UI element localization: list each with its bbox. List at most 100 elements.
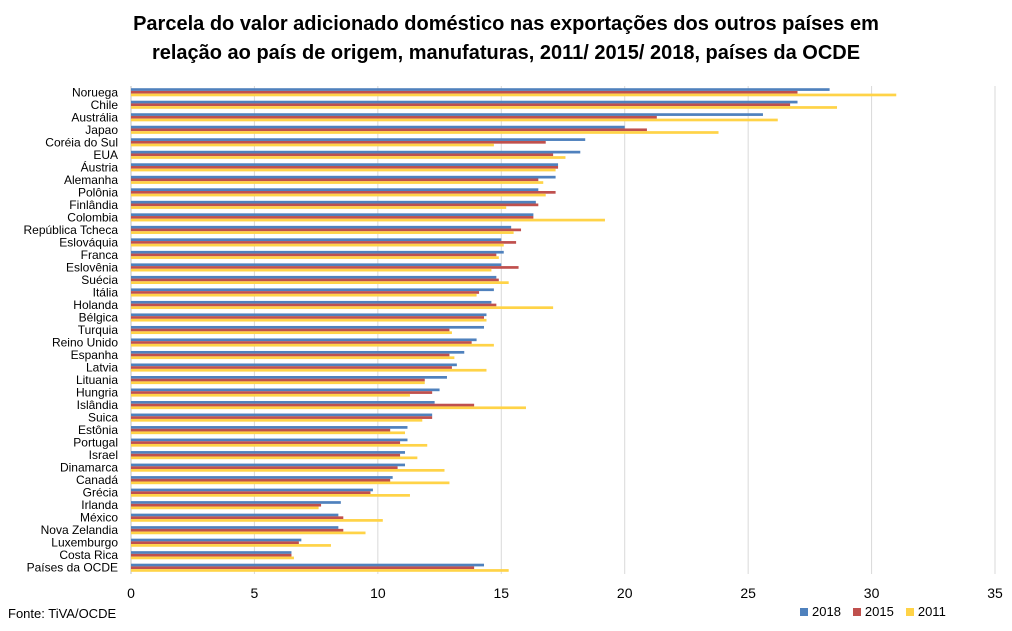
chart-title-line-1: Parcela do valor adicionado doméstico na…: [133, 13, 879, 35]
category-label: Finlândia: [69, 198, 118, 212]
bar-2018: [131, 488, 373, 492]
bar-2011: [131, 531, 366, 535]
bar-2011: [131, 418, 423, 422]
bar-2011: [131, 268, 492, 272]
bar-2011: [131, 481, 450, 485]
bar-2011: [131, 181, 544, 184]
bar-2011: [131, 231, 514, 234]
bar-2018: [131, 275, 497, 279]
category-label: Israel: [89, 448, 118, 462]
bar-2018: [131, 501, 341, 504]
bar-2015: [131, 103, 791, 107]
bars: [131, 88, 897, 572]
x-tick-label: 30: [864, 585, 880, 601]
bar-2018: [131, 401, 435, 404]
bar-2015: [131, 253, 497, 257]
bar-2018: [131, 250, 504, 254]
x-tick-label: 20: [617, 585, 633, 601]
x-tick-label: 5: [251, 585, 259, 601]
bar-2011: [131, 306, 554, 310]
legend-swatch: [800, 607, 808, 616]
bar-2018: [131, 88, 830, 91]
legend-label: 2018: [812, 604, 841, 619]
bar-2011: [131, 318, 487, 322]
bar-2018: [131, 463, 406, 467]
bar-2015: [131, 541, 299, 545]
category-label: Franca: [81, 248, 119, 262]
bar-2015: [131, 140, 546, 144]
category-label: Reino Unido: [52, 336, 118, 350]
bar-2015: [131, 516, 344, 520]
bar-2015: [131, 266, 519, 269]
bar-2015: [131, 216, 534, 219]
bar-2018: [131, 213, 534, 217]
bar-2018: [131, 526, 339, 529]
category-label: Holanda: [73, 298, 118, 312]
bar-2011: [131, 343, 494, 347]
category-label: Eslovênia: [66, 260, 118, 274]
bar-2011: [131, 106, 838, 109]
category-label: Lituania: [76, 373, 118, 387]
category-label: Nova Zelandia: [41, 523, 119, 537]
bar-2015: [131, 328, 450, 332]
bar-2018: [131, 200, 536, 204]
category-label: Chile: [91, 98, 119, 112]
bar-2011: [131, 381, 425, 385]
category-label: Grécia: [83, 486, 119, 500]
bar-2015: [131, 128, 647, 132]
bar-2015: [131, 553, 292, 557]
bar-2018: [131, 238, 502, 242]
bar-2018: [131, 225, 512, 229]
x-tick-label: 35: [987, 585, 1003, 601]
category-label: Portugal: [73, 436, 118, 450]
bar-2018: [131, 325, 485, 329]
bar-2018: [131, 263, 502, 267]
bar-2018: [131, 538, 302, 542]
bar-2015: [131, 403, 475, 407]
bar-2015: [131, 341, 472, 344]
bar-2015: [131, 90, 798, 94]
bar-2011: [131, 356, 455, 360]
category-label: Dinamarca: [60, 461, 118, 475]
bar-2015: [131, 191, 556, 194]
legend-entry-2018: 2018: [800, 604, 841, 619]
category-label: México: [80, 511, 118, 525]
bar-2011: [131, 218, 605, 222]
category-label: Noruega: [72, 85, 118, 99]
category-label: Latvia: [86, 361, 118, 375]
bar-2011: [131, 243, 504, 247]
bar-2018: [131, 138, 586, 141]
category-label: Costa Rica: [59, 548, 118, 562]
category-label: Áustria: [81, 159, 119, 174]
source-note: Fonte: TiVA/OCDE: [8, 606, 117, 621]
bar-2018: [131, 563, 485, 567]
category-label: Polônia: [78, 185, 118, 199]
category-label: Austrália: [71, 110, 118, 124]
bar-2011: [131, 331, 452, 335]
bar-2011: [131, 393, 410, 397]
bar-2015: [131, 153, 554, 157]
bar-2015: [131, 303, 497, 307]
bar-2011: [131, 131, 719, 134]
legend-entry-2011: 2011: [905, 604, 946, 619]
bar-2015: [131, 378, 425, 382]
bar-2015: [131, 178, 539, 182]
bar-2018: [131, 188, 539, 192]
bar-2011: [131, 506, 319, 510]
legend-label: 2011: [917, 604, 946, 619]
bar-2018: [131, 100, 798, 104]
bar-2011: [131, 368, 487, 372]
bar-2018: [131, 476, 393, 479]
x-tick-labels: 0 5 10 15 20 25 30 35: [127, 585, 1003, 601]
bar-2018: [131, 376, 447, 379]
bar-2011: [131, 431, 406, 435]
bar-2018: [131, 451, 406, 454]
category-label: República Tcheca: [23, 223, 118, 237]
bar-2011: [131, 556, 294, 560]
legend-swatch: [905, 607, 914, 616]
category-label: Alemanha: [64, 173, 118, 187]
bar-2018: [131, 175, 556, 179]
bar-2018: [131, 388, 440, 392]
bar-2015: [131, 416, 433, 419]
